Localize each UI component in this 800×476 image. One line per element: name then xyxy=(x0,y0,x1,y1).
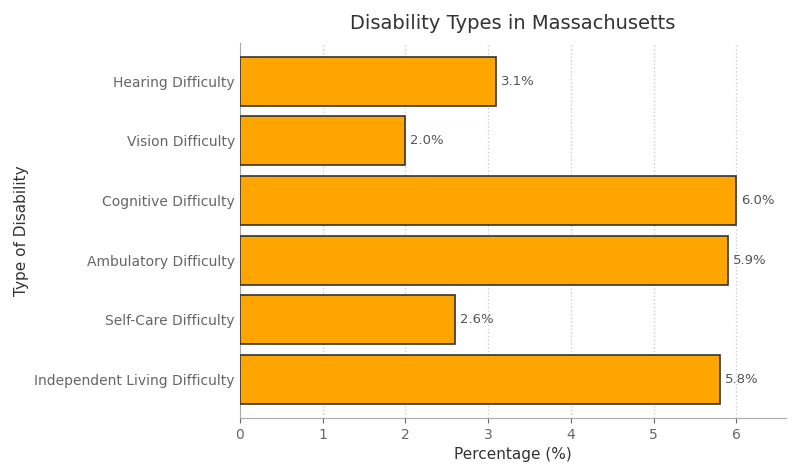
Text: 3.1%: 3.1% xyxy=(502,75,535,88)
X-axis label: Percentage (%): Percentage (%) xyxy=(454,447,572,462)
Title: Disability Types in Massachusetts: Disability Types in Massachusetts xyxy=(350,14,676,33)
Bar xyxy=(240,295,455,344)
Bar xyxy=(240,116,406,165)
Bar xyxy=(240,57,497,106)
Y-axis label: Type of Disability: Type of Disability xyxy=(14,165,29,296)
Bar xyxy=(240,236,728,285)
Text: 5.8%: 5.8% xyxy=(725,373,758,386)
Bar xyxy=(240,176,737,225)
Text: 6.0%: 6.0% xyxy=(742,194,775,207)
Text: 2.0%: 2.0% xyxy=(410,134,444,147)
Text: 5.9%: 5.9% xyxy=(733,254,766,267)
Bar xyxy=(240,355,720,404)
Text: 2.6%: 2.6% xyxy=(460,313,494,327)
